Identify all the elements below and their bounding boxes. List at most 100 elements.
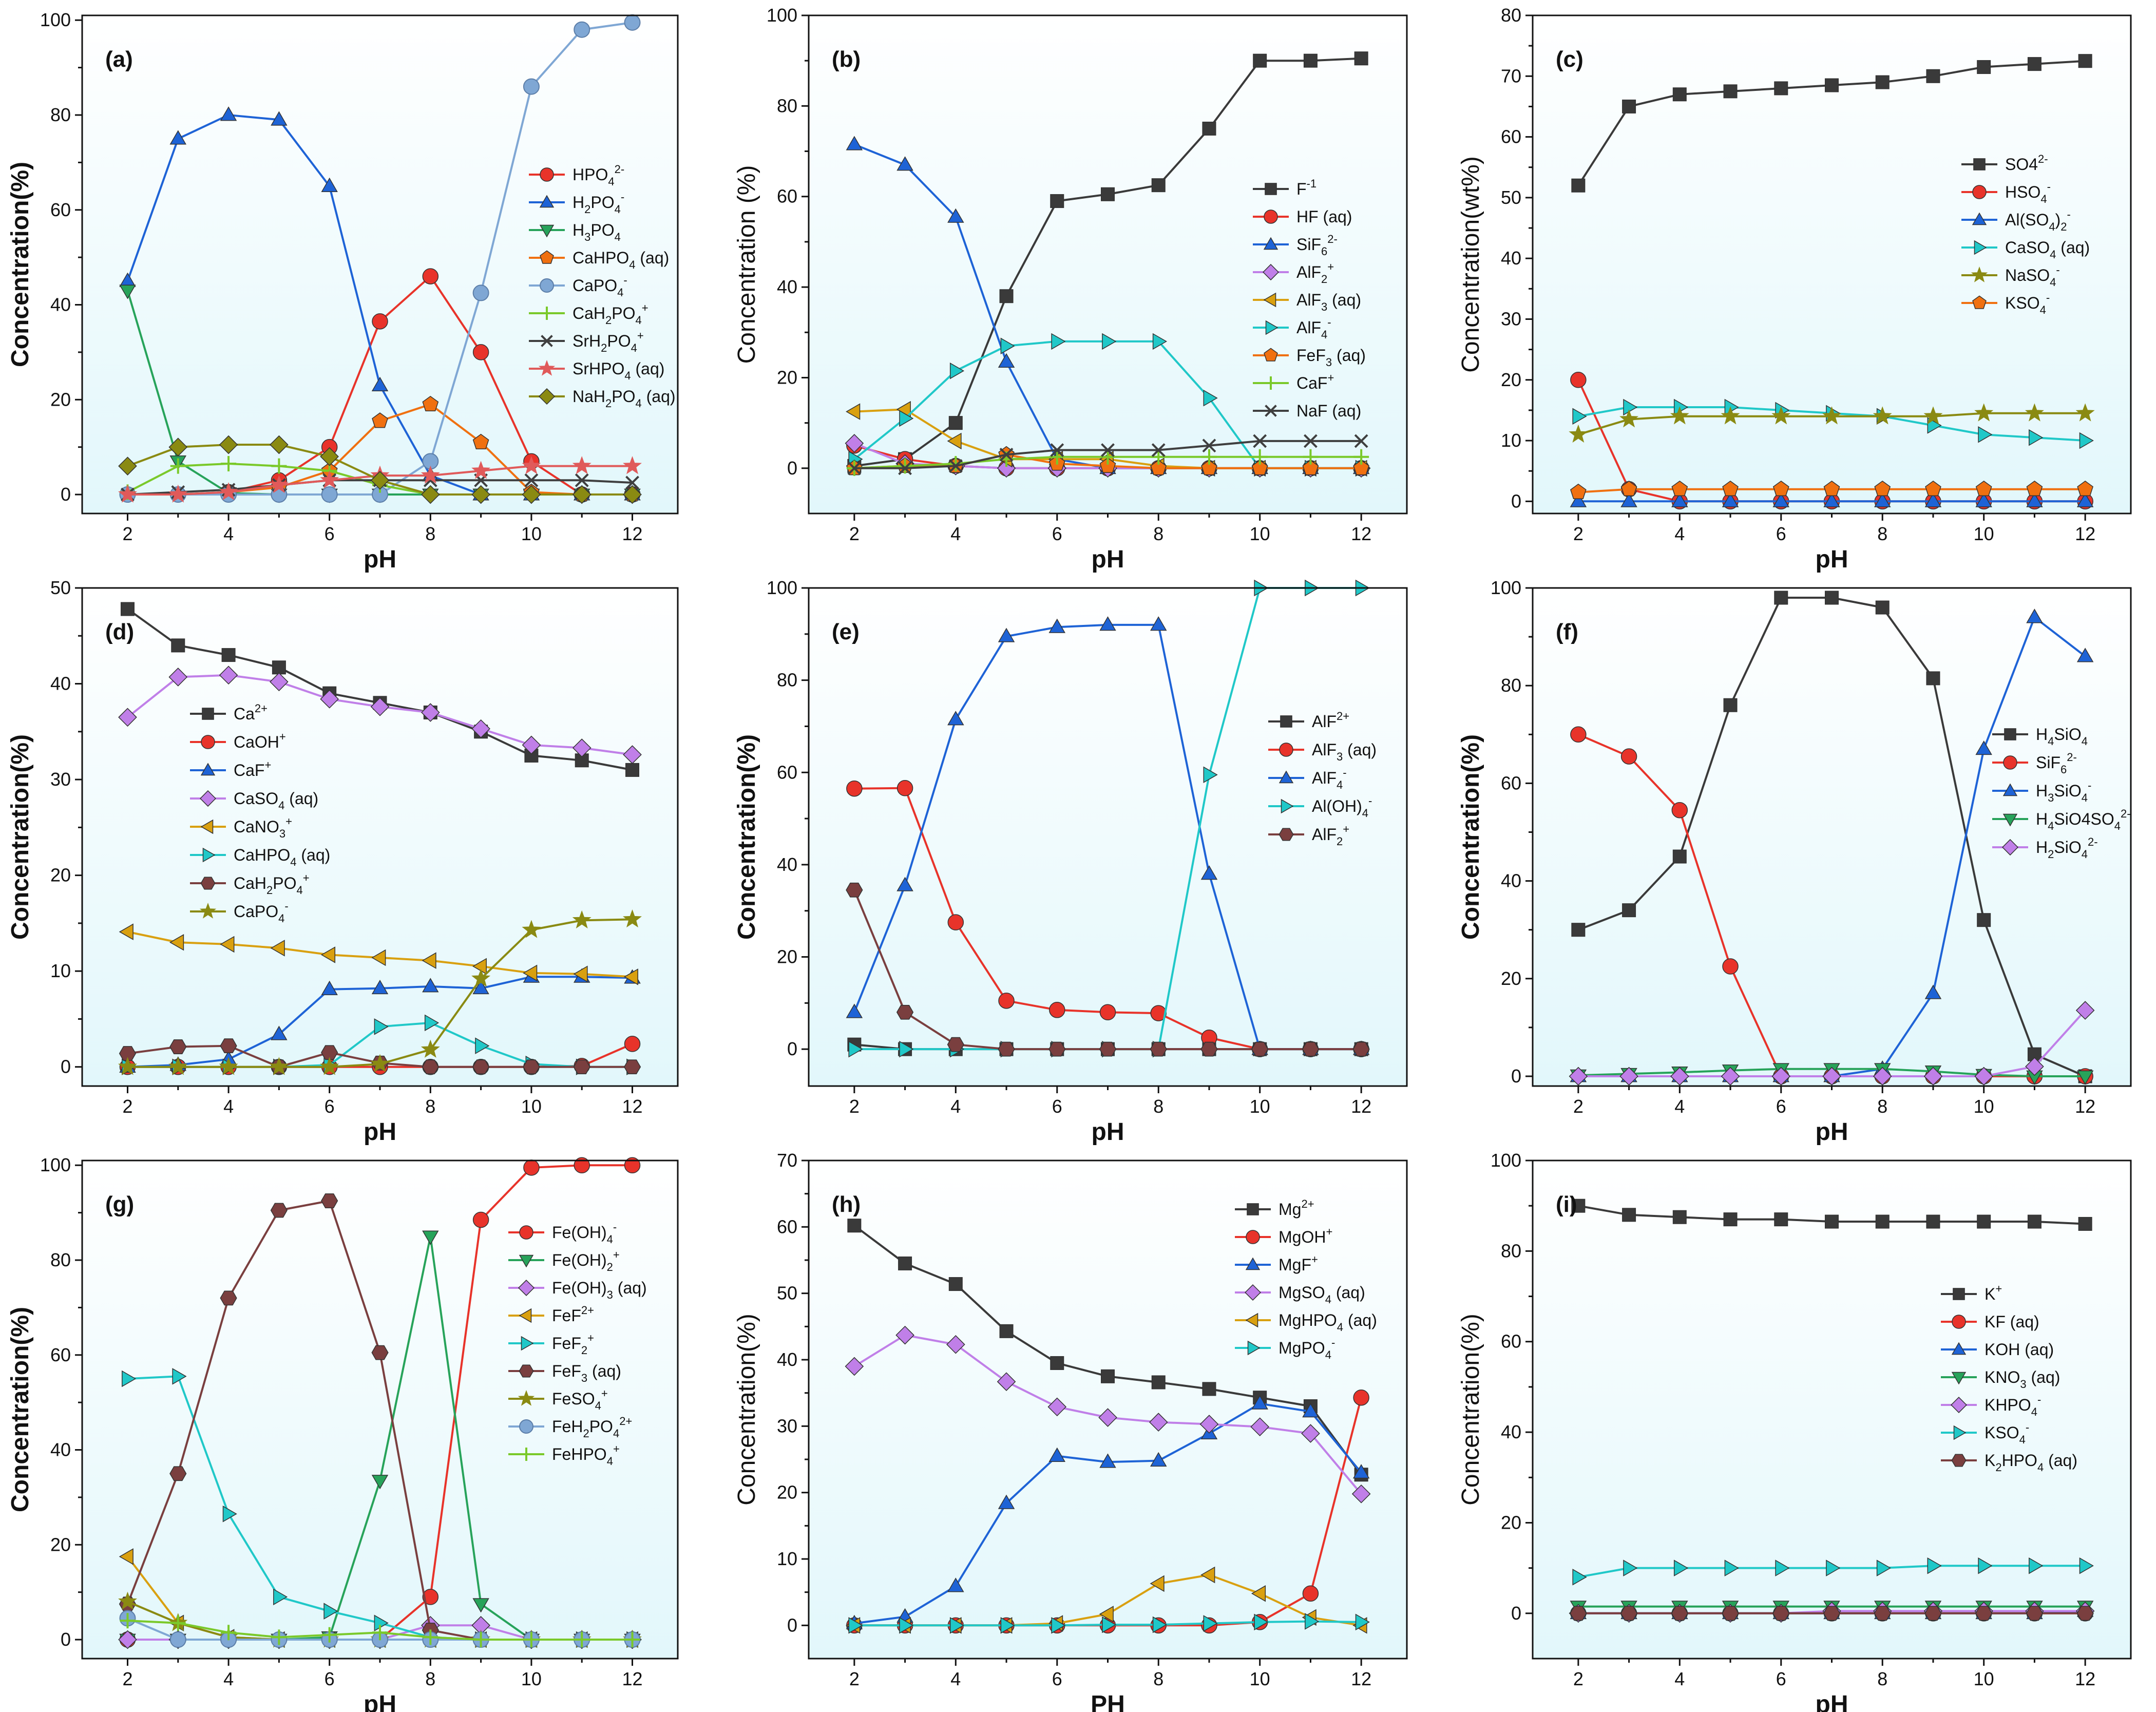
legend-label: AlF3 (aq) xyxy=(1296,291,1361,313)
data-point xyxy=(1670,1067,1689,1086)
data-point xyxy=(1050,194,1064,208)
y-tick-label: 0 xyxy=(1511,1603,1521,1624)
legend-marker xyxy=(2002,813,2018,827)
y-tick-label: 60 xyxy=(1501,126,1521,147)
data-point xyxy=(371,979,389,995)
legend-label: CaNO3+ xyxy=(234,815,292,840)
data-point xyxy=(846,136,863,150)
data-point xyxy=(169,1039,187,1054)
data-point xyxy=(471,461,491,479)
data-point xyxy=(1822,1067,1841,1086)
legend-marker xyxy=(1264,348,1278,362)
data-point xyxy=(320,1057,339,1075)
x-tick-label: 4 xyxy=(1674,1668,1685,1689)
data-point xyxy=(1150,1575,1165,1592)
y-tick-label: 50 xyxy=(777,1283,797,1304)
data-point xyxy=(1201,449,1217,465)
legend-marker xyxy=(200,763,216,776)
panel-label: (h) xyxy=(832,1192,861,1217)
x-axis-label: pH xyxy=(1816,546,1848,573)
data-point xyxy=(624,1036,641,1052)
data-point xyxy=(898,1256,912,1270)
data-point xyxy=(272,660,286,675)
data-point xyxy=(896,877,913,891)
data-point xyxy=(1874,1606,1891,1621)
data-point xyxy=(1149,1413,1168,1432)
y-tick-label: 80 xyxy=(777,670,797,691)
legend-marker xyxy=(1247,1340,1261,1356)
legend-label: SO42- xyxy=(2005,153,2048,174)
data-point xyxy=(1673,1559,1689,1576)
data-point xyxy=(221,456,237,471)
x-axis-label: pH xyxy=(364,1691,396,1712)
data-point xyxy=(2025,403,2044,422)
y-tick-label: 60 xyxy=(50,199,71,220)
y-tick-label: 70 xyxy=(1501,65,1521,86)
data-point xyxy=(422,978,439,993)
data-point xyxy=(1774,81,1788,96)
legend-marker xyxy=(202,847,216,863)
data-point xyxy=(1353,1389,1369,1406)
legend-label: CaH2PO4+ xyxy=(573,301,648,327)
legend-marker xyxy=(541,335,553,347)
data-point xyxy=(846,1003,863,1018)
legend-marker xyxy=(1265,320,1279,335)
data-point xyxy=(221,648,236,662)
data-point xyxy=(372,313,388,330)
legend-label: NaF (aq) xyxy=(1296,402,1361,420)
data-point xyxy=(424,1014,440,1032)
x-axis-label: pH xyxy=(1816,1691,1848,1712)
data-point xyxy=(896,156,913,171)
x-tick-label: 12 xyxy=(2075,1668,2095,1689)
series-h-3 xyxy=(845,1325,1371,1504)
data-point xyxy=(625,763,640,777)
x-tick-label: 10 xyxy=(1250,523,1270,544)
data-point xyxy=(1151,1375,1166,1390)
x-tick-label: 12 xyxy=(1351,1096,1371,1117)
legend: F-1 HF (aq) SiF62-AlF2+ AlF3 (aq) AlF4- FeF3 … xyxy=(1253,177,1366,420)
data-point xyxy=(168,484,188,503)
series-c-0 xyxy=(1571,54,2092,193)
data-point xyxy=(422,268,439,284)
legend-label: KF (aq) xyxy=(1985,1312,2039,1331)
data-point xyxy=(219,482,238,501)
x-tick-label: 4 xyxy=(950,523,961,544)
data-point xyxy=(1251,460,1268,475)
plot-area-background xyxy=(82,1161,678,1659)
data-point xyxy=(118,1630,137,1649)
legend-marker xyxy=(1265,405,1277,417)
data-point xyxy=(472,433,489,449)
legend-marker xyxy=(2002,839,2018,856)
panel-label: (f) xyxy=(1556,619,1578,644)
legend-label: K2HPO4 (aq) xyxy=(1985,1451,2077,1474)
legend-label: KOH (aq) xyxy=(1985,1340,2054,1359)
data-point xyxy=(472,1598,489,1613)
data-point xyxy=(573,965,588,982)
data-point xyxy=(171,638,185,653)
legend-marker xyxy=(1972,212,1987,225)
x-axis-label: pH xyxy=(364,546,396,573)
legend-label: HPO42- xyxy=(573,163,624,188)
y-tick-label: 0 xyxy=(61,1056,71,1077)
series-f-4 xyxy=(1569,1001,2095,1086)
legend-label: NaSO4- xyxy=(2005,263,2060,289)
y-tick-label: 0 xyxy=(61,484,71,505)
data-point xyxy=(220,1038,237,1054)
data-point xyxy=(1304,434,1318,448)
data-point xyxy=(1101,443,1115,457)
data-point xyxy=(1977,60,1991,74)
data-point xyxy=(1099,457,1116,473)
data-point xyxy=(572,910,592,929)
data-point xyxy=(170,458,186,474)
plot-area-background xyxy=(1533,1161,2131,1659)
data-point xyxy=(1620,1606,1638,1621)
y-tick-label: 0 xyxy=(1511,1066,1521,1087)
data-point xyxy=(998,1041,1015,1057)
legend-marker xyxy=(200,877,216,890)
legend-marker xyxy=(519,1308,532,1323)
data-point xyxy=(222,1506,237,1523)
data-point xyxy=(1875,75,1890,89)
legend-marker xyxy=(1264,210,1278,224)
data-point xyxy=(1771,1067,1791,1086)
data-point xyxy=(623,456,642,474)
